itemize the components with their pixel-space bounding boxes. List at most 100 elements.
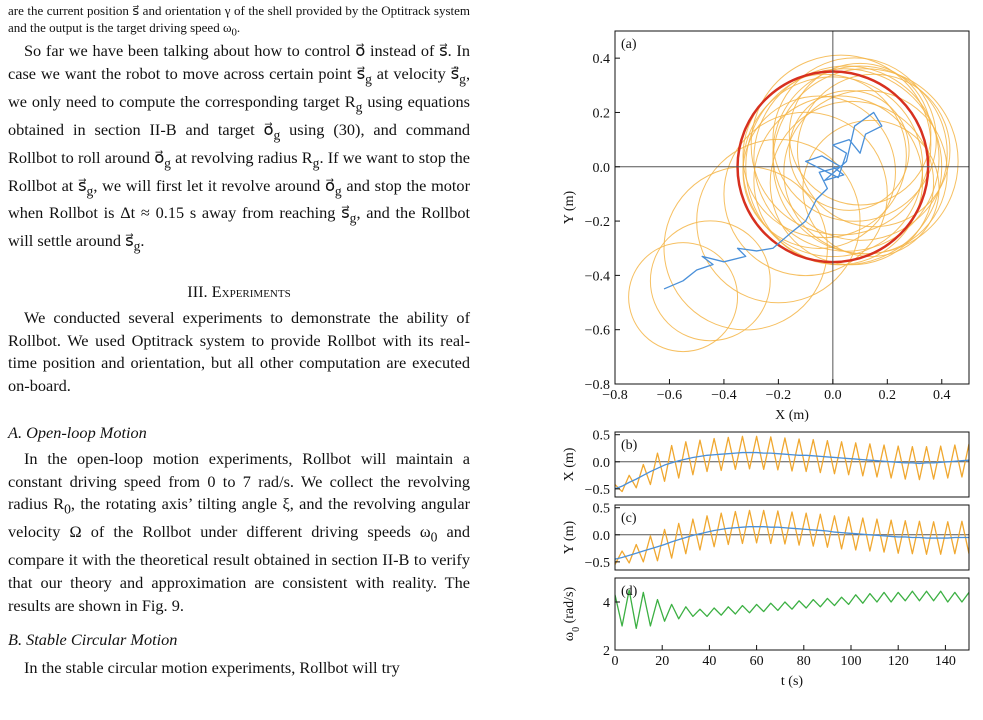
series-line — [663, 111, 883, 290]
subscript: 0 — [64, 501, 71, 517]
x-tick-label: 0.2 — [879, 388, 897, 403]
x-tick-label: −0.4 — [711, 388, 736, 403]
text-run: In the open-loop motion experiments, Rol… — [8, 449, 470, 514]
text-run: So far we have been talking about how to… — [8, 41, 470, 83]
text-run: , we only need to compute the correspond… — [8, 63, 471, 111]
text-run: and stop the motor when Rollbot is Δt ≈ … — [8, 175, 470, 223]
y-axis-label: Y (m) — [562, 191, 577, 225]
subscript: g — [459, 70, 466, 86]
y-tick-label: 4 — [603, 596, 610, 611]
plot-area — [615, 435, 969, 493]
text-run: using (30), and command Rollbot to roll … — [8, 119, 470, 167]
y-tick-label: −0.4 — [585, 269, 610, 284]
subscript: g — [273, 126, 281, 142]
subscript: g — [133, 238, 141, 254]
plot-area — [615, 31, 969, 384]
series-line — [615, 589, 969, 630]
y-tick-label: −0.5 — [585, 556, 610, 571]
text-run: In the stable circular motion experiment… — [24, 658, 400, 677]
series-line — [615, 451, 969, 490]
panel-label: (b) — [621, 438, 638, 453]
panel-label: (d) — [621, 584, 638, 599]
subscript: 0 — [231, 26, 237, 39]
loop — [628, 242, 739, 353]
y-tick-label: 0.0 — [593, 161, 611, 176]
loop — [802, 119, 940, 258]
loop — [742, 95, 896, 249]
paragraph: So far we have been talking about how to… — [8, 40, 470, 258]
subscript: g — [365, 70, 372, 86]
subscript: g — [164, 154, 171, 170]
plot-area — [615, 589, 969, 630]
x-tick-label: 20 — [655, 654, 669, 669]
x-tick-label: −0.2 — [766, 388, 791, 403]
x-tick-label: 0.4 — [933, 388, 951, 403]
frame — [614, 30, 970, 385]
y-tick-label: −0.8 — [585, 378, 610, 393]
text-run: . If we want to stop the Rollbot at s⃗ — [8, 147, 470, 195]
subscript: g — [312, 154, 320, 170]
subsection-heading: B. Stable Circular Motion — [8, 630, 178, 649]
y-tick-label: −0.6 — [585, 324, 610, 339]
subscript: g — [86, 182, 94, 198]
text-run: ω — [562, 632, 577, 641]
loop — [649, 220, 771, 342]
x-tick-label: −0.8 — [602, 388, 627, 403]
x-tick-label: 60 — [750, 654, 764, 669]
text-run: are the current position s⃗ and orientat… — [8, 3, 470, 35]
text-run: , and the Rollbot will settle around s⃗ — [8, 203, 471, 251]
text-run: , the rotating axis’ tilting angle ξ, an… — [8, 494, 470, 542]
text-run: . — [236, 20, 241, 35]
series-line — [615, 509, 969, 565]
y-tick-label: 0.5 — [593, 502, 611, 517]
loop — [788, 62, 932, 206]
text-run: at velocity ṡ⃗ — [371, 63, 460, 83]
text-run: We conducted several experiments to demo… — [8, 308, 470, 396]
text-run: Y (m) — [562, 191, 577, 225]
paragraph: In the open-loop motion experiments, Rol… — [8, 448, 470, 617]
paragraph: We conducted several experiments to demo… — [8, 307, 470, 398]
x-tick-label: 40 — [702, 654, 716, 669]
x-tick-label: 120 — [888, 654, 909, 669]
text-run: Y (m) — [562, 521, 577, 555]
loop — [742, 73, 907, 239]
subscript: g — [355, 98, 363, 114]
loop — [796, 73, 951, 228]
panel-label: (a) — [621, 37, 637, 52]
x-tick-label: 0.0 — [824, 388, 842, 403]
x-tick-label: 140 — [935, 654, 956, 669]
series-line — [615, 526, 969, 560]
subsection-heading: A. Open-loop Motion — [8, 423, 147, 442]
loop — [750, 54, 932, 236]
x-axis-label: t (s) — [781, 674, 804, 689]
subscript: g — [349, 210, 357, 226]
y-tick-label: 0.5 — [593, 429, 611, 444]
panel-label: (c) — [621, 511, 637, 526]
x-tick-label: −0.6 — [657, 388, 682, 403]
frame — [614, 431, 970, 498]
text-run: at revolving radius R — [170, 147, 313, 167]
y-tick-label: 0.0 — [593, 529, 611, 544]
text-run: and compare it with the theoretical resu… — [8, 522, 470, 615]
y-axis-label: ω0 (rad/s) — [562, 587, 582, 642]
loop — [772, 68, 959, 255]
subscript: 0 — [430, 529, 438, 545]
text-run: t (s) — [781, 674, 804, 689]
x-tick-label: 100 — [841, 654, 862, 669]
series-line — [615, 435, 969, 493]
y-axis-label: X (m) — [562, 447, 577, 481]
text-run: , we will first let it revolve around o⃗ — [93, 175, 335, 195]
x-tick-label: 80 — [797, 654, 811, 669]
text-run: X (m) — [775, 408, 809, 423]
paragraph: In the stable circular motion experiment… — [8, 657, 470, 680]
frame — [614, 504, 970, 571]
y-tick-label: 0.0 — [593, 456, 611, 471]
subscript: g — [334, 182, 342, 198]
x-tick-label: 0 — [612, 654, 619, 669]
text-run: X (m) — [562, 447, 577, 481]
y-tick-label: 2 — [603, 644, 610, 659]
y-axis-label: Y (m) — [562, 521, 577, 555]
y-tick-label: 0.4 — [593, 52, 611, 67]
